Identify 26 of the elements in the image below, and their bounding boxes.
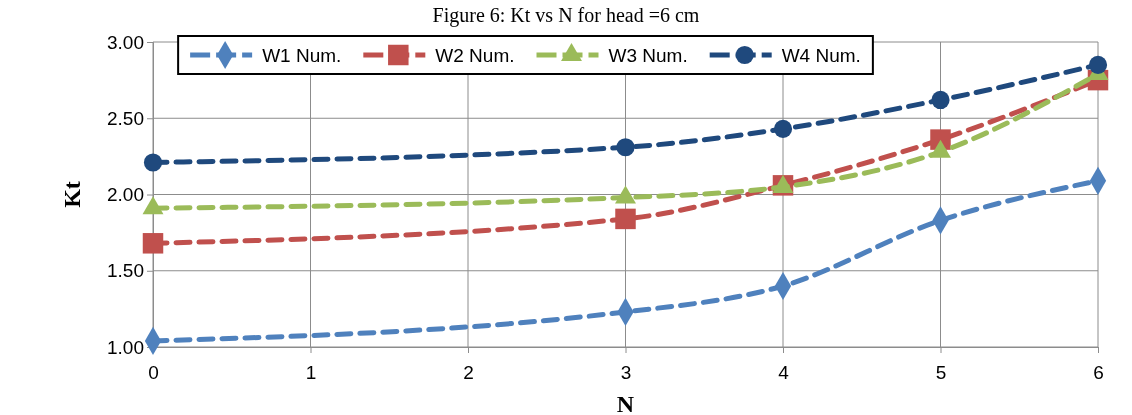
chart-title: Figure 6: Kt vs N for head =6 cm	[432, 4, 700, 27]
x-tick-label: 0	[148, 361, 159, 383]
y-tick-label: 1.50	[107, 260, 144, 282]
legend-label: W4 Num.	[781, 45, 861, 66]
y-tick-label: 1.00	[107, 336, 144, 358]
x-tick-label: 5	[935, 361, 947, 383]
legend-label: W3 Num.	[608, 45, 688, 66]
legend-label: W1 Num.	[262, 45, 342, 66]
point	[142, 233, 164, 254]
point	[1088, 55, 1108, 74]
x-tick-label: 1	[305, 361, 317, 383]
y-tick-label: 2.50	[107, 107, 144, 129]
point	[773, 119, 793, 138]
x-tick-label: 6	[1093, 361, 1104, 383]
x-axis-title: N	[616, 391, 635, 415]
legend-label: W2 Num.	[435, 45, 515, 66]
point	[143, 153, 163, 172]
x-tick-label: 4	[778, 361, 790, 383]
y-tick-label: 3.00	[107, 31, 144, 53]
point	[615, 208, 636, 230]
x-tick-label: 3	[620, 361, 632, 383]
point	[616, 138, 635, 157]
y-tick-label: 2.00	[107, 184, 144, 206]
x-tick-label: 2	[463, 361, 474, 383]
y-axis-title: Kt	[59, 181, 85, 208]
point	[931, 90, 950, 110]
